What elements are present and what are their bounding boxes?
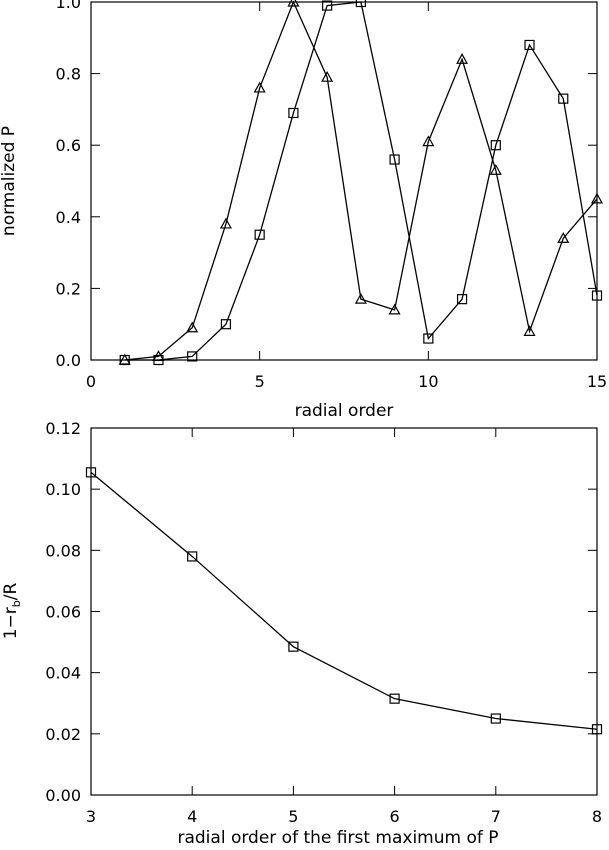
top-triangle-marker [422, 135, 435, 147]
bottom-square-marker [288, 641, 299, 652]
bottom-series-square-line [90, 471, 598, 730]
top-triangle-marker [186, 321, 199, 333]
top-square-marker [490, 140, 501, 151]
top-triangle-marker [456, 53, 469, 64]
top-triangle-marker [557, 232, 570, 243]
bottom-x-axis-label: radial order of the first maximum of P [177, 828, 498, 848]
bottom-x-tick-label: 3 [86, 807, 96, 826]
top-series-triangle-line [124, 0, 598, 361]
top-x-axis-label: radial order [295, 401, 394, 421]
top-triangle-marker [489, 164, 502, 175]
top-y-tick-label: 0.2 [56, 279, 81, 298]
bottom-y-tick-label: 0.08 [45, 541, 81, 560]
top-square-marker [288, 107, 299, 119]
top-square-marker [389, 154, 400, 165]
bottom-x-tick-label: 7 [491, 807, 501, 826]
top-triangle-marker [354, 292, 367, 304]
bottom-y-tick-label: 0.12 [45, 419, 81, 438]
bottom-square-marker [389, 693, 400, 704]
top-y-tick-label: 0.0 [56, 351, 81, 370]
top-axis-ticks: 0 5 10 15 0.0 0.2 0.4 0.6 0.8 1.0 [56, 0, 608, 391]
top-y-axis-label: normalized P [0, 126, 19, 236]
top-panel: 0 5 10 15 0.0 0.2 0.4 0.6 0.8 1.0 radial order no… [0, 0, 607, 421]
top-x-tick-label: 0 [86, 372, 96, 391]
top-square-marker [558, 93, 569, 104]
bottom-x-tick-label: 8 [592, 807, 602, 826]
top-square-marker [187, 351, 198, 362]
top-triangle-marker [523, 325, 536, 336]
top-x-tick-label: 15 [587, 372, 607, 391]
top-square-marker [423, 333, 434, 344]
top-square-marker [220, 319, 232, 330]
bottom-x-tick-label: 4 [187, 807, 197, 826]
top-triangle-marker [219, 217, 232, 229]
top-y-tick-label: 0.4 [56, 208, 81, 227]
bottom-y-tick-label: 0.04 [45, 664, 81, 683]
top-square-marker [524, 39, 535, 51]
top-y-tick-label: 0.8 [56, 65, 81, 84]
bottom-x-tick-label: 5 [288, 807, 298, 826]
bottom-axis-ticks: 3 4 5 6 7 8 0.00 0.02 0.04 0.06 0.08 0.10 0.12 [45, 419, 602, 826]
top-triangle-marker [321, 70, 334, 82]
top-y-tick-label: 0.6 [56, 136, 81, 155]
top-square-marker [254, 229, 265, 240]
bottom-square-marker [490, 713, 501, 724]
bottom-y-axis-label: 1−rb/R [1, 583, 23, 640]
bottom-x-tick-label: 6 [390, 807, 400, 826]
bottom-panel: 3 4 5 6 7 8 0.00 0.02 0.04 0.06 0.08 0.10 0.12 radia… [1, 419, 603, 848]
top-x-tick-label: 5 [255, 372, 265, 391]
top-plot-marks [118, 0, 604, 366]
bottom-square-marker [187, 551, 198, 562]
bottom-plot-marks [85, 467, 603, 735]
top-x-tick-label: 10 [418, 372, 438, 391]
top-plot-frame [90, 1, 598, 361]
bottom-y-tick-label: 0.02 [45, 725, 81, 744]
bottom-y-tick-label: 0.10 [45, 480, 81, 499]
bottom-plot-frame [90, 427, 598, 796]
top-square-marker [322, 0, 333, 11]
bottom-y-tick-label: 0.00 [45, 786, 81, 805]
top-triangle-marker [388, 303, 401, 315]
top-square-marker [456, 294, 468, 305]
top-y-tick-label: 1.0 [56, 0, 81, 12]
top-series-square-line [124, 1, 598, 361]
top-triangle-marker [253, 81, 266, 93]
bottom-y-tick-label: 0.06 [45, 603, 81, 622]
